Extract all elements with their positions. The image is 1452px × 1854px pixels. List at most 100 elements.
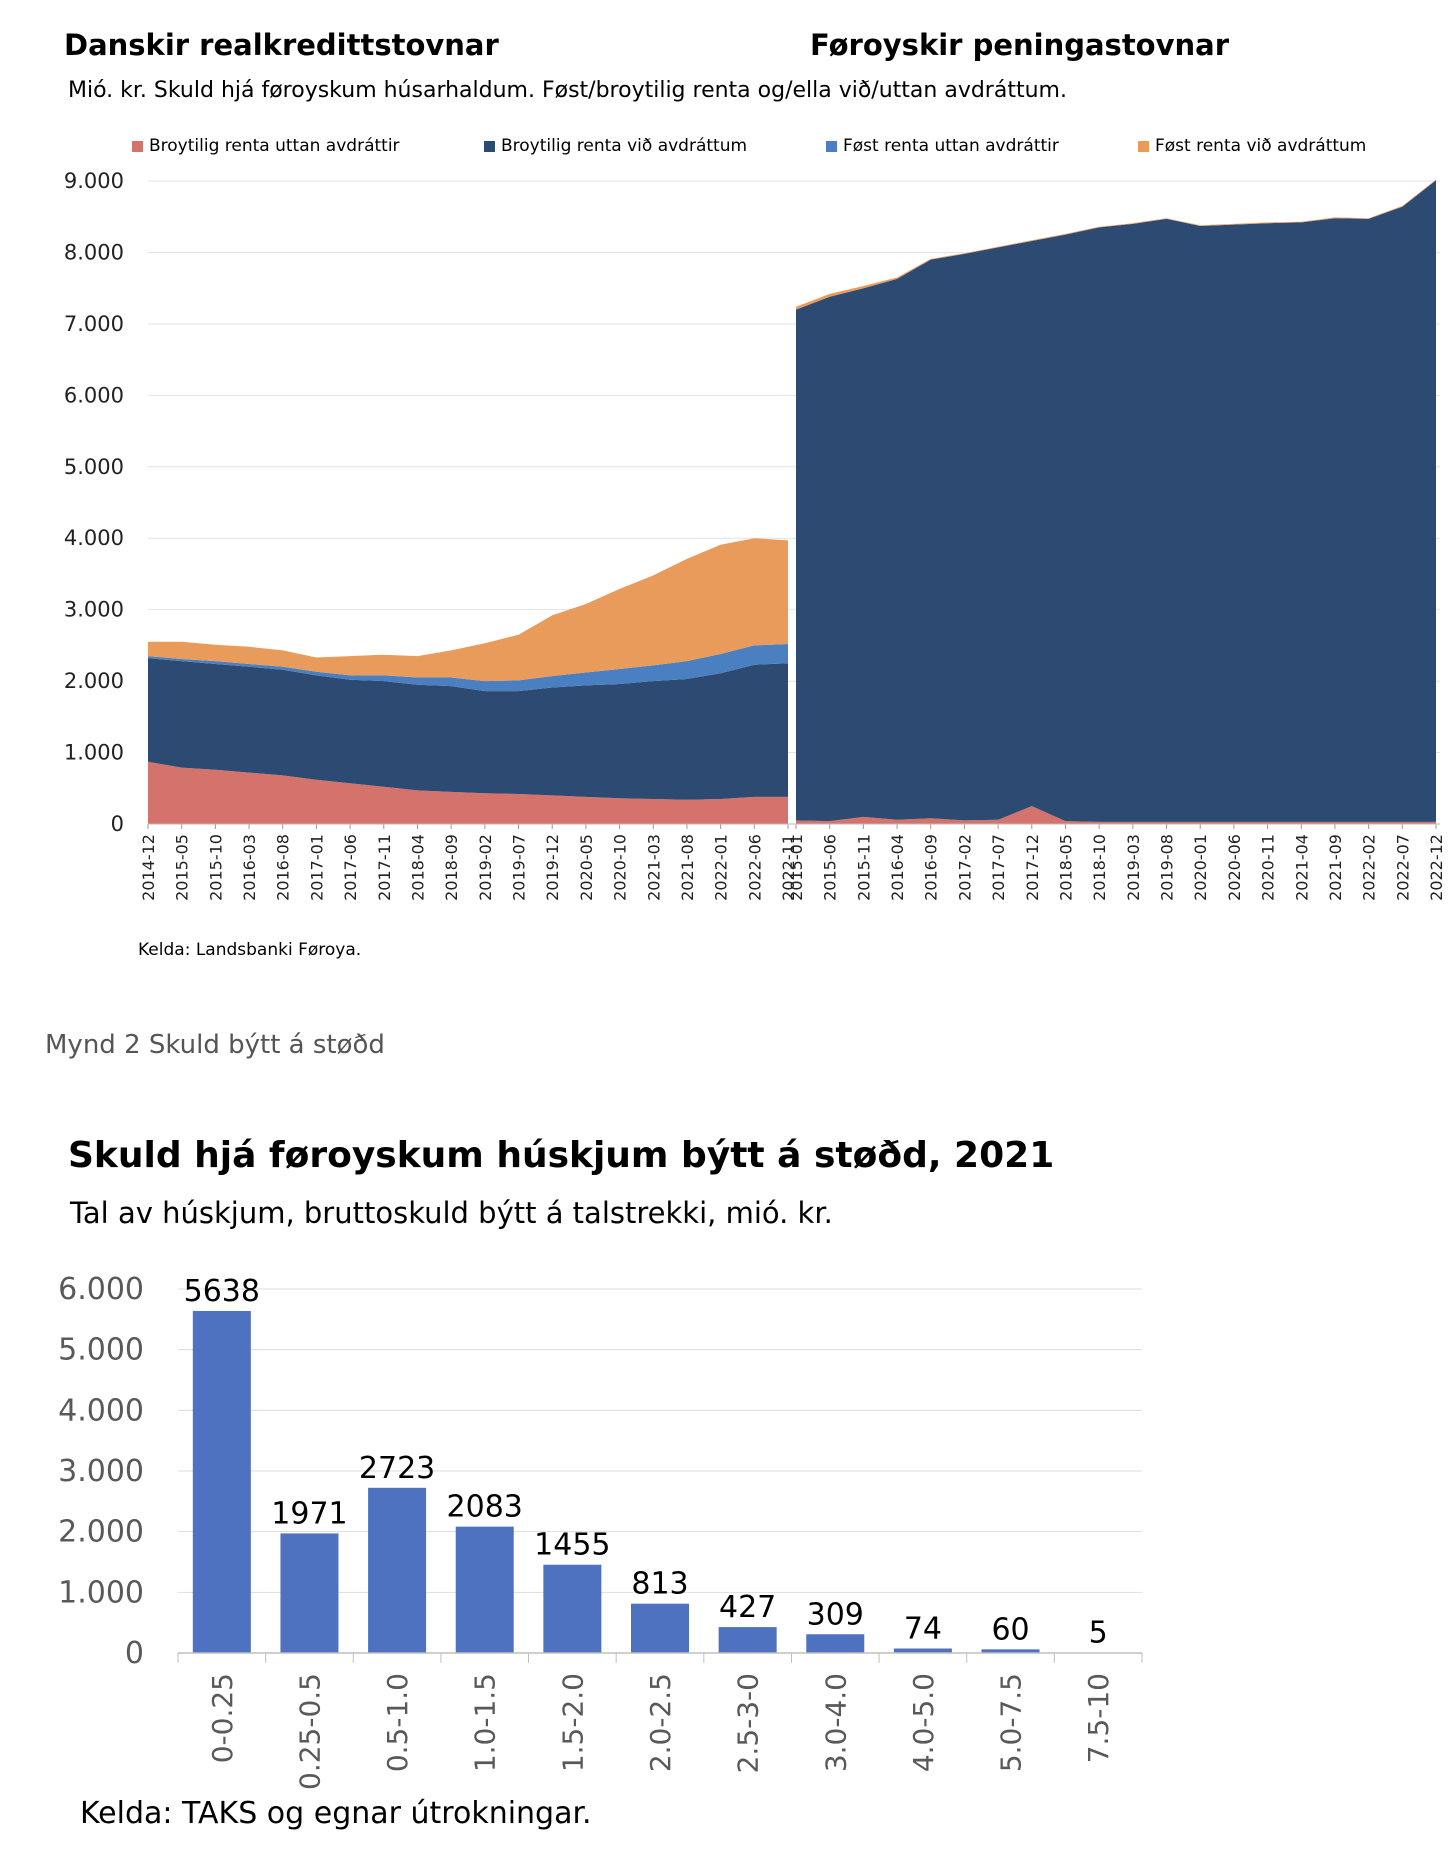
x-tick-label: 7.5-10 xyxy=(1082,1673,1115,1763)
chart1-title-left: Danskir realkredittstovnar xyxy=(64,28,499,62)
data-label: 427 xyxy=(719,1590,776,1625)
figure-caption: Mynd 2 Skuld býtt á støðd xyxy=(45,1030,385,1060)
x-tick-label: 2021-08 xyxy=(678,834,697,901)
data-label: 5 xyxy=(1089,1616,1108,1651)
y-tick-label: 6.000 xyxy=(58,1272,144,1307)
x-tick-label: 2021-09 xyxy=(1326,834,1345,901)
x-tick-label: 0.25-0.5 xyxy=(293,1673,326,1790)
x-tick-label: 2016-04 xyxy=(888,834,907,901)
x-tick-label: 2015-11 xyxy=(854,834,873,901)
x-tick-label: 5.0-7.5 xyxy=(995,1673,1028,1772)
x-tick-label: 2019-07 xyxy=(510,834,529,901)
x-tick-label: 2022-06 xyxy=(745,834,764,901)
x-tick-label: 2016-09 xyxy=(922,834,941,901)
x-tick-label: 1.5-2.0 xyxy=(556,1673,589,1772)
x-tick-label: 2020-10 xyxy=(611,834,630,901)
x-tick-label: 2022-12 xyxy=(1427,834,1446,901)
data-label: 1455 xyxy=(534,1528,610,1563)
legend-swatch xyxy=(826,140,837,152)
chart2-title: Skuld hjá føroyskum húskjum býtt á støðd… xyxy=(68,1135,1055,1176)
area-chart: 0 1.000 2.000 3.000 4.000 5.000 6.000 7.000 8.00… xyxy=(64,169,1446,901)
x-tick-label: 2022-11 xyxy=(779,834,798,901)
x-tick-label: 2.0-2.5 xyxy=(644,1673,677,1772)
x-tick-label: 2017-11 xyxy=(375,834,394,901)
legend-item-broytilig-uttan: Broytilig renta uttan avdráttir xyxy=(132,136,400,156)
bar xyxy=(718,1627,777,1653)
bar xyxy=(280,1533,339,1653)
x-tick-label: 2014-12 xyxy=(139,834,158,901)
bar-chart: 0 1.000 2.000 3.000 4.000 5.000 6.000 5638 0-0.2… xyxy=(58,1272,1143,1790)
area-series-1-3 xyxy=(148,644,788,692)
y-tick-label: 0 xyxy=(111,812,124,836)
y-tick-label: 2.000 xyxy=(64,669,124,693)
data-label: 2083 xyxy=(447,1490,523,1525)
x-tick-label: 2022-07 xyxy=(1393,834,1412,901)
legend-label: Føst renta við avdráttum xyxy=(1155,136,1367,156)
y-tick-label: 3.000 xyxy=(58,1454,144,1489)
chart2-subtitle: Tal av húskjum, bruttoskuld býtt á talst… xyxy=(70,1196,833,1230)
x-tick-label: 0-0.25 xyxy=(206,1673,239,1763)
x-tick-label: 2020-06 xyxy=(1225,834,1244,901)
x-tick-label: 2017-06 xyxy=(341,834,360,901)
data-label: 74 xyxy=(904,1612,942,1647)
x-tick-label: 2019-12 xyxy=(543,834,562,901)
y-tick-label: 5.000 xyxy=(64,455,124,479)
legend-item-broytilig-vid: Broytilig renta við avdráttum xyxy=(484,136,747,156)
legend-item-fost-uttan: Føst renta uttan avdráttir xyxy=(826,136,1059,156)
x-tick-label: 2018-10 xyxy=(1090,834,1109,901)
data-label: 5638 xyxy=(184,1274,260,1309)
bar xyxy=(981,1649,1040,1653)
chart1-source: Kelda: Landsbanki Føroya. xyxy=(138,940,362,960)
area-series-1-2 xyxy=(148,658,788,800)
x-tick-label: 2019-08 xyxy=(1158,834,1177,901)
x-tick-label: 2019-02 xyxy=(476,834,495,901)
x-tick-label: 2020-11 xyxy=(1259,834,1278,901)
legend-swatch xyxy=(132,140,143,152)
area-series-1-1 xyxy=(148,761,788,824)
data-label: 309 xyxy=(807,1597,864,1632)
y-tick-label: 1.000 xyxy=(58,1575,144,1610)
x-tick-label: 2022-02 xyxy=(1360,834,1379,901)
x-tick-label: 2018-05 xyxy=(1056,834,1075,901)
chart1-subtitle: Mió. kr. Skuld hjá føroyskum húsarhaldum… xyxy=(68,78,1067,103)
data-label: 2723 xyxy=(359,1451,435,1486)
y-tick-label: 1.000 xyxy=(64,741,124,765)
area-series-2-1 xyxy=(796,806,1436,824)
y-tick-label: 7.000 xyxy=(64,312,124,336)
x-tick-label: 2015-01 xyxy=(787,834,806,901)
x-tick-label: 2018-04 xyxy=(408,834,427,901)
bar xyxy=(455,1526,514,1653)
x-tick-label: 2016-08 xyxy=(274,834,293,901)
x-tick-label: 4.0-5.0 xyxy=(907,1673,940,1772)
bar xyxy=(543,1564,602,1653)
x-tick-label: 2016-03 xyxy=(240,834,259,901)
x-tick-label: 2019-03 xyxy=(1124,834,1143,901)
x-tick-label: 2017-01 xyxy=(307,834,326,901)
bar xyxy=(368,1487,427,1653)
y-tick-label: 3.000 xyxy=(64,598,124,622)
y-tick-label: 4.000 xyxy=(64,526,124,550)
data-label: 60 xyxy=(991,1612,1029,1647)
x-tick-label: 2017-12 xyxy=(1023,834,1042,901)
x-tick-label: 2018-09 xyxy=(442,834,461,901)
x-tick-label: 2015-05 xyxy=(173,834,192,901)
area-series-1-4 xyxy=(148,538,788,682)
bar xyxy=(893,1648,952,1653)
legend-swatch xyxy=(484,140,495,152)
legend-label: Broytilig renta við avdráttum xyxy=(501,136,748,156)
y-tick-label: 4.000 xyxy=(58,1393,144,1428)
x-tick-label: 2020-05 xyxy=(577,834,596,901)
x-tick-label: 2020-01 xyxy=(1191,834,1210,901)
legend-item-fost-vid: Føst renta við avdráttum xyxy=(1138,136,1366,156)
y-tick-label: 5.000 xyxy=(58,1333,144,1368)
legend-label: Føst renta uttan avdráttir xyxy=(843,136,1059,156)
y-tick-label: 8.000 xyxy=(64,240,124,264)
y-tick-label: 2.000 xyxy=(58,1515,144,1550)
y-tick-label: 0 xyxy=(125,1636,144,1671)
legend-swatch xyxy=(1138,140,1149,152)
chart2-source: Kelda: TAKS og egnar útrokningar. xyxy=(80,1796,592,1831)
x-tick-label: 1.0-1.5 xyxy=(469,1673,502,1772)
bar xyxy=(631,1603,689,1653)
bar xyxy=(192,1310,251,1653)
x-tick-label: 2.5-3-0 xyxy=(732,1673,765,1773)
